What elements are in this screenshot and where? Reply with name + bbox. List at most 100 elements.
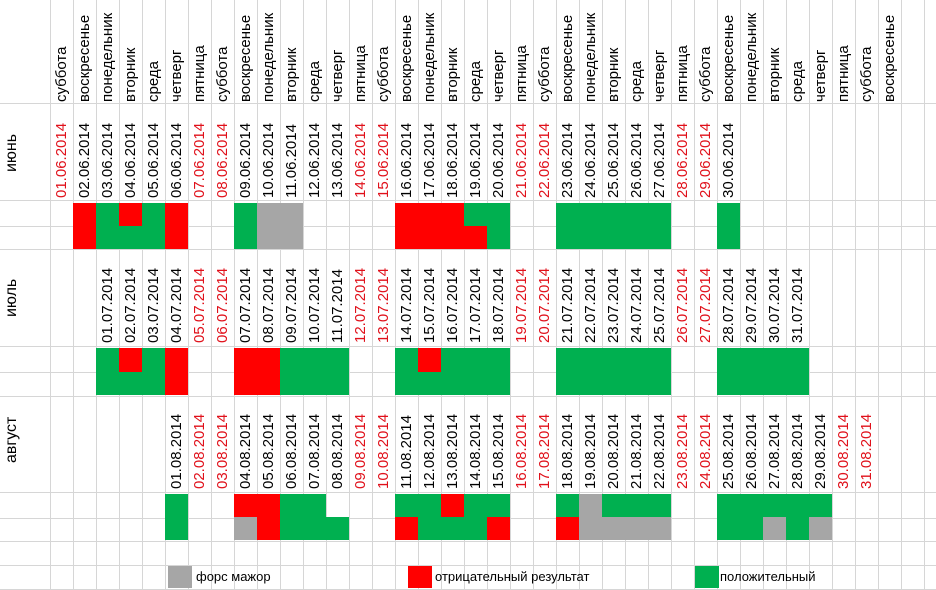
grid-line-vertical: [441, 0, 442, 590]
status-cell-negative: [418, 348, 441, 372]
status-cell-positive: [648, 494, 671, 517]
status-cell-positive: [717, 372, 740, 395]
grid-line-vertical: [142, 0, 143, 590]
status-cell-negative: [234, 494, 257, 517]
status-cell-negative: [119, 203, 142, 226]
status-cell-positive: [418, 494, 441, 517]
status-cell-positive: [717, 494, 740, 517]
status-cell-positive: [441, 348, 464, 372]
status-cell-positive: [487, 203, 510, 226]
grid-line-vertical: [625, 0, 626, 590]
status-cell-positive: [280, 348, 303, 372]
status-cell-positive: [556, 372, 579, 395]
status-cell-positive: [441, 372, 464, 395]
status-cell-negative: [165, 203, 188, 226]
status-cell-positive: [96, 348, 119, 372]
status-cell-positive: [763, 372, 786, 395]
status-cell-positive: [487, 348, 510, 372]
status-cell-negative: [257, 372, 280, 395]
status-cell-negative: [234, 372, 257, 395]
status-cell-force-majeure: [648, 517, 671, 540]
status-cell-negative: [165, 226, 188, 249]
status-cell-positive: [648, 203, 671, 226]
status-cell-positive: [395, 348, 418, 372]
legend-label: отрицательный результат: [435, 569, 590, 584]
status-cell-positive: [579, 372, 602, 395]
status-cell-negative: [73, 226, 96, 249]
grid-line-vertical: [694, 0, 695, 590]
status-cell-positive: [142, 348, 165, 372]
status-cell-positive: [395, 372, 418, 395]
status-cell-positive: [786, 494, 809, 517]
grid-line-vertical: [533, 0, 534, 590]
status-cell-negative: [257, 494, 280, 517]
status-cell-negative: [165, 348, 188, 372]
legend-swatch-negative: [408, 566, 432, 588]
status-cell-positive: [280, 494, 303, 517]
grid-line-horizontal: [0, 103, 936, 104]
status-cell-force-majeure: [809, 517, 832, 540]
status-cell-force-majeure: [234, 517, 257, 540]
grid-line-vertical: [96, 0, 97, 590]
status-cell-positive: [786, 372, 809, 395]
status-cell-positive: [303, 348, 326, 372]
grid-line-vertical: [671, 0, 672, 590]
status-cell-positive: [717, 517, 740, 540]
status-cell-force-majeure: [280, 226, 303, 249]
status-cell-positive: [96, 372, 119, 395]
status-cell-negative: [418, 226, 441, 249]
legend-label: форс мажор: [196, 569, 271, 584]
status-cell-positive: [717, 226, 740, 249]
status-cell-negative: [395, 517, 418, 540]
grid-line-vertical: [579, 0, 580, 590]
grid-line-vertical: [349, 0, 350, 590]
status-cell-positive: [418, 372, 441, 395]
grid-line-vertical: [280, 0, 281, 590]
legend-label: положительный: [720, 569, 816, 584]
status-cell-positive: [717, 203, 740, 226]
status-cell-positive: [326, 517, 349, 540]
grid-line-vertical: [602, 0, 603, 590]
grid-line-vertical: [418, 0, 419, 590]
grid-line-vertical: [648, 0, 649, 590]
status-cell-positive: [96, 203, 119, 226]
status-cell-positive: [119, 372, 142, 395]
status-cell-positive: [303, 494, 326, 517]
grid-line-vertical: [188, 0, 189, 590]
grid-line-horizontal: [0, 541, 936, 542]
status-cell-positive: [648, 348, 671, 372]
status-cell-positive: [280, 517, 303, 540]
grid-line-vertical: [234, 0, 235, 590]
status-cell-positive: [786, 517, 809, 540]
grid-line-vertical: [786, 0, 787, 590]
grid-line-vertical: [50, 0, 51, 590]
status-cell-positive: [556, 494, 579, 517]
status-cell-positive: [142, 226, 165, 249]
grid-line-horizontal: [0, 346, 936, 347]
status-cell-positive: [763, 348, 786, 372]
status-cell-positive: [579, 226, 602, 249]
status-cell-positive: [142, 372, 165, 395]
status-cell-negative: [234, 348, 257, 372]
status-cell-positive: [464, 203, 487, 226]
status-cell-positive: [326, 372, 349, 395]
status-cell-negative: [441, 226, 464, 249]
status-cell-positive: [142, 203, 165, 226]
grid-line-vertical: [832, 0, 833, 590]
status-cell-negative: [441, 494, 464, 517]
legend-swatch-positive: [695, 566, 719, 588]
grid-line-vertical: [372, 0, 373, 590]
status-cell-negative: [165, 372, 188, 395]
status-cell-positive: [740, 517, 763, 540]
status-cell-positive: [464, 517, 487, 540]
status-cell-positive: [602, 494, 625, 517]
status-cell-positive: [763, 494, 786, 517]
status-cell-positive: [556, 226, 579, 249]
grid-line-vertical: [464, 0, 465, 590]
grid-line-vertical: [878, 0, 879, 590]
grid-line-vertical: [119, 0, 120, 590]
status-cell-positive: [625, 348, 648, 372]
status-cell-positive: [326, 348, 349, 372]
